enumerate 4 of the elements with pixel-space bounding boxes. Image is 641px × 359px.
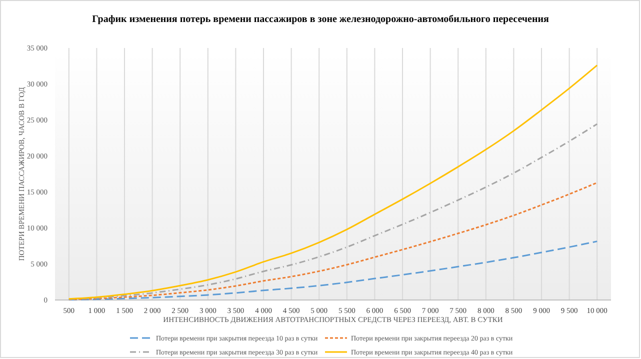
line-series	[68, 240, 598, 300]
chart-title: График изменения потерь времени пассажиров в зоне железнодорожно-автомобильного пересечения	[92, 14, 550, 25]
line-series	[68, 64, 598, 300]
line-series	[68, 123, 598, 300]
